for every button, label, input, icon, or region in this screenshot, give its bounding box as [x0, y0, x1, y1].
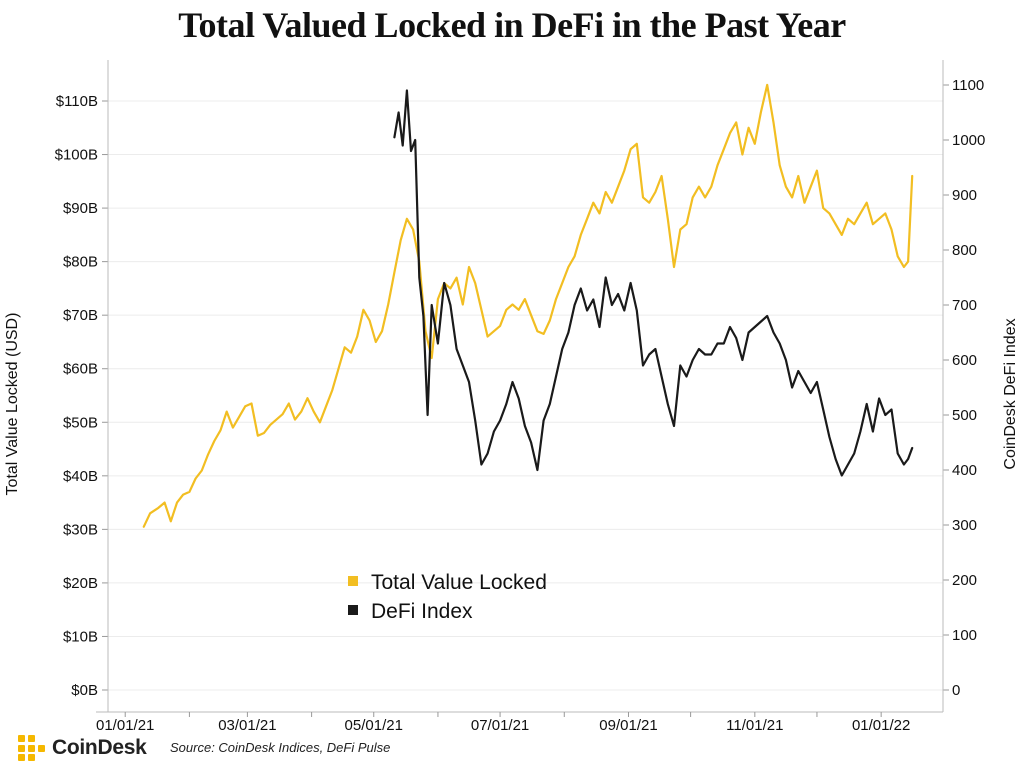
x-tick-label: 01/01/22: [852, 717, 910, 734]
y2-tick-label: 200: [952, 572, 977, 589]
y-tick-label: $50B: [63, 414, 98, 431]
grid: [108, 100, 943, 691]
y-tick-label: $110B: [56, 93, 98, 110]
y-tick-label: $10B: [63, 628, 98, 645]
legend-swatch: [348, 605, 358, 615]
legend-label: DeFi Index: [371, 600, 473, 623]
y2-tick-label: 1000: [952, 132, 985, 149]
y2-tick-label: 400: [952, 462, 977, 479]
x-tick-label: 03/01/21: [218, 717, 276, 734]
y2-tick-label: 800: [952, 242, 977, 259]
brand-name: CoinDesk: [52, 736, 147, 759]
y-tick-label: $40B: [63, 468, 98, 485]
y2-tick-label: 300: [952, 517, 977, 534]
series-layer: [142, 83, 914, 528]
y-tick-label: $20B: [63, 575, 98, 592]
y-tick-label: $90B: [63, 200, 98, 217]
legend: Total Value Locked DeFi Index: [348, 571, 547, 623]
y2-axis-title: CoinDesk DeFi Index: [1002, 318, 1019, 469]
y2-tick-label: 100: [952, 627, 977, 644]
x-tick-label: 11/01/21: [726, 717, 783, 734]
y-axis-title: Total Value Locked (USD): [4, 313, 21, 496]
y-tick-label: $60B: [63, 361, 98, 378]
y-tick-label: $80B: [63, 254, 98, 271]
y2-tick-label: 600: [952, 352, 977, 369]
defi-index-line: [393, 89, 914, 477]
y-tick-label: $70B: [63, 307, 98, 324]
x-tick-label: 09/01/21: [599, 717, 657, 734]
y2-tick-label: 900: [952, 187, 977, 204]
chart-title: Total Valued Locked in DeFi in the Past …: [178, 5, 846, 45]
x-tick-label: 01/01/21: [96, 717, 154, 734]
brand-logo: CoinDesk: [18, 735, 147, 761]
legend-label: Total Value Locked: [371, 571, 547, 594]
y-tick-label: $30B: [63, 521, 98, 538]
y-tick-label: $0B: [71, 682, 98, 699]
y2-tick-label: 1100: [952, 77, 984, 94]
axes: $0B $10B $20B $30B $40B $50B $60B $70B $80B $90B $…: [4, 60, 1019, 734]
y-tick-label: $100B: [55, 147, 98, 164]
y2-tick-label: 700: [952, 297, 977, 314]
y2-tick-label: 500: [952, 407, 977, 424]
y2-tick-label: 0: [952, 682, 960, 699]
tvl-line: [142, 83, 914, 528]
coindesk-logo-icon: [18, 735, 45, 761]
x-tick-label: 05/01/21: [345, 717, 403, 734]
source-note: Source: CoinDesk Indices, DeFi Pulse: [170, 740, 391, 755]
legend-swatch: [348, 576, 358, 586]
x-tick-label: 07/01/21: [471, 717, 529, 734]
